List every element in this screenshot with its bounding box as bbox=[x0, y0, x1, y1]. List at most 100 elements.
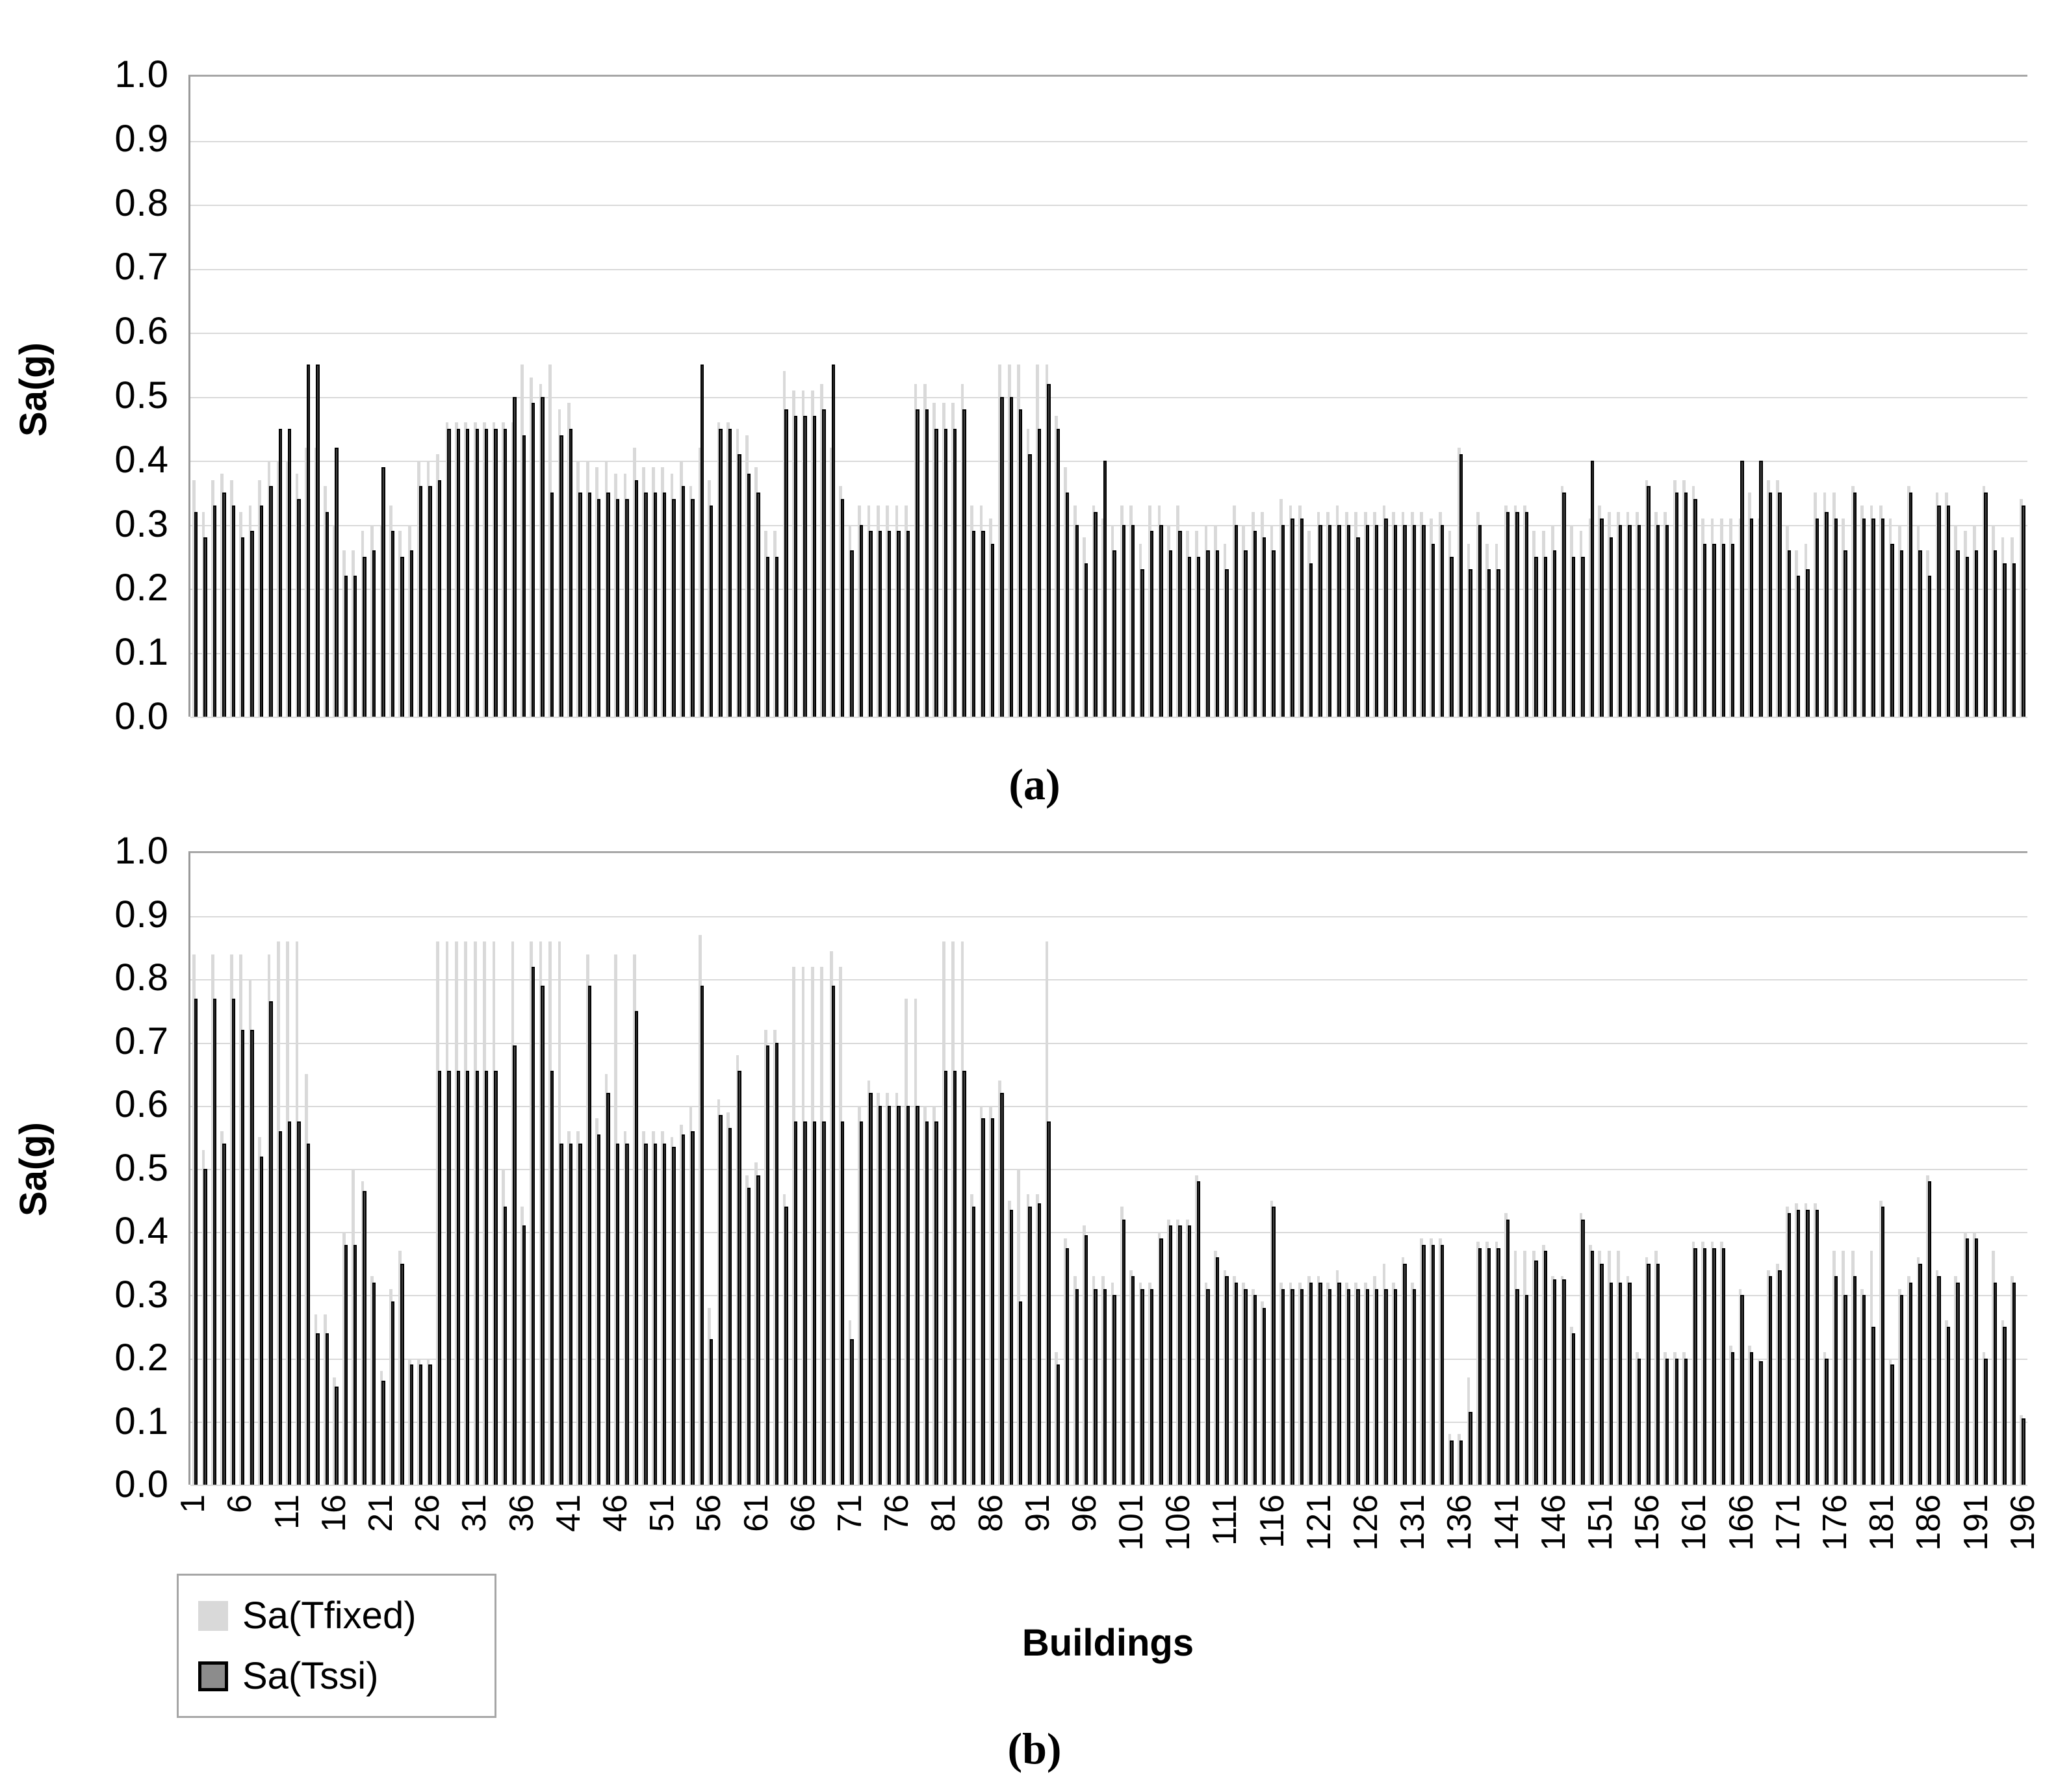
bar-sa-tssi bbox=[859, 524, 864, 717]
bar-sa-tfixed bbox=[370, 524, 374, 717]
bar-sa-tfixed bbox=[258, 480, 261, 717]
bar-sa-tssi bbox=[475, 428, 479, 717]
bar-sa-tssi bbox=[953, 1071, 957, 1485]
bar-sa-tfixed bbox=[379, 1371, 383, 1485]
bar-sa-tssi bbox=[1684, 493, 1688, 717]
bar-sa-tfixed bbox=[792, 390, 795, 717]
x-tick-label: 116 bbox=[1253, 1494, 1291, 1548]
building-slot bbox=[331, 853, 340, 1485]
building-slot bbox=[1877, 853, 1886, 1485]
bar-sa-tfixed bbox=[1354, 511, 1358, 717]
building-slot bbox=[509, 77, 518, 717]
bar-sa-tfixed bbox=[1926, 550, 1929, 717]
building-slot bbox=[247, 77, 256, 717]
building-slot bbox=[1915, 853, 1924, 1485]
bar-sa-tssi bbox=[831, 365, 835, 717]
bar-sa-tssi bbox=[597, 499, 601, 717]
bar-sa-tfixed bbox=[1373, 511, 1376, 717]
bar-sa-tfixed bbox=[698, 935, 702, 1485]
bar-sa-tfixed bbox=[1345, 511, 1348, 717]
building-slot bbox=[1774, 77, 1783, 717]
bar-sa-tfixed bbox=[726, 422, 730, 717]
building-slot bbox=[1952, 853, 1961, 1485]
building-slot bbox=[584, 77, 593, 717]
bar-sa-tssi bbox=[1037, 1203, 1042, 1485]
bar-sa-tfixed bbox=[1476, 1241, 1480, 1485]
bar-sa-tfixed bbox=[1111, 524, 1114, 717]
bar-sa-tssi bbox=[1131, 524, 1135, 717]
x-tick-label: 56 bbox=[690, 1494, 728, 1532]
bar-sa-tfixed bbox=[1804, 544, 1808, 717]
bar-sa-tssi bbox=[1740, 461, 1744, 717]
bar-sa-tssi bbox=[428, 486, 432, 717]
bar-sa-tfixed bbox=[623, 473, 627, 717]
building-slot bbox=[847, 77, 856, 717]
building-slot bbox=[1015, 853, 1024, 1485]
x-tick-label: 186 bbox=[1910, 1494, 1948, 1551]
building-slot bbox=[1399, 77, 1408, 717]
building-slot bbox=[1915, 77, 1924, 717]
bar-sa-tssi bbox=[335, 448, 339, 717]
building-slot bbox=[500, 77, 509, 717]
building-slot bbox=[903, 77, 912, 717]
bar-sa-tssi bbox=[944, 428, 947, 717]
building-slot bbox=[865, 853, 874, 1485]
bar-sa-tfixed bbox=[1973, 524, 1976, 717]
building-slot bbox=[743, 77, 752, 717]
building-slot bbox=[1109, 77, 1118, 717]
building-slot bbox=[556, 77, 565, 717]
bar-sa-tssi bbox=[1384, 1288, 1388, 1485]
building-slot bbox=[546, 853, 556, 1485]
bar-sa-tssi bbox=[719, 428, 723, 717]
bar-sa-tssi bbox=[1159, 524, 1163, 717]
building-slot bbox=[1943, 77, 1952, 717]
building-slot bbox=[1324, 77, 1333, 717]
bar-sa-tfixed bbox=[1392, 511, 1395, 717]
building-slot bbox=[565, 853, 574, 1485]
bar-sa-tssi bbox=[850, 550, 854, 717]
bar-sa-tfixed bbox=[698, 448, 702, 717]
bar-sa-tfixed bbox=[1551, 1276, 1555, 1485]
bar-sa-tfixed bbox=[248, 505, 252, 717]
building-slot bbox=[406, 853, 415, 1485]
building-slot bbox=[1146, 77, 1155, 717]
bar-sa-tfixed bbox=[1420, 1238, 1424, 1485]
bar-sa-tfixed bbox=[258, 1137, 261, 1485]
bar-sa-tssi bbox=[2012, 1282, 2016, 1485]
bar-sa-tssi bbox=[1806, 569, 1810, 717]
bar-sa-tssi bbox=[1618, 524, 1623, 717]
bar-sa-tssi bbox=[391, 1301, 395, 1485]
bar-sa-tfixed bbox=[342, 550, 346, 717]
bar-sa-tssi bbox=[1712, 544, 1716, 717]
building-slot bbox=[1577, 77, 1586, 717]
building-slot bbox=[1296, 853, 1305, 1485]
bar-sa-tssi bbox=[710, 505, 713, 717]
bar-sa-tfixed bbox=[1083, 1225, 1086, 1485]
bar-sa-tfixed bbox=[1279, 1282, 1283, 1485]
bar-sa-tssi bbox=[409, 1364, 413, 1485]
bar-sa-tssi bbox=[484, 428, 489, 717]
bar-sa-tfixed bbox=[211, 954, 214, 1485]
bar-sa-tfixed bbox=[1935, 493, 1939, 717]
bar-sa-tfixed bbox=[1017, 365, 1020, 717]
building-slot bbox=[1849, 853, 1858, 1485]
building-slot bbox=[537, 77, 546, 717]
bar-sa-tssi bbox=[1196, 1181, 1201, 1485]
bar-sa-tfixed bbox=[1485, 1241, 1489, 1485]
bar-sa-tssi bbox=[1272, 1207, 1276, 1485]
bar-sa-tssi bbox=[222, 1144, 226, 1485]
bar-sa-tfixed bbox=[220, 1131, 224, 1485]
bar-sa-tssi bbox=[1215, 550, 1220, 717]
building-slot bbox=[491, 77, 500, 717]
building-slot bbox=[1174, 77, 1183, 717]
bar-sa-tfixed bbox=[960, 941, 964, 1485]
building-slot bbox=[1933, 77, 1942, 717]
building-slot bbox=[462, 853, 471, 1485]
bar-sa-tfixed bbox=[614, 954, 617, 1485]
building-slot bbox=[303, 77, 312, 717]
bar-sa-tfixed bbox=[754, 467, 758, 717]
building-slot bbox=[1737, 77, 1746, 717]
y-axis-title-panel-a: Sa(g) bbox=[12, 342, 55, 437]
bar-sa-tssi bbox=[1375, 1288, 1379, 1485]
bar-sa-tssi bbox=[1712, 1248, 1716, 1485]
